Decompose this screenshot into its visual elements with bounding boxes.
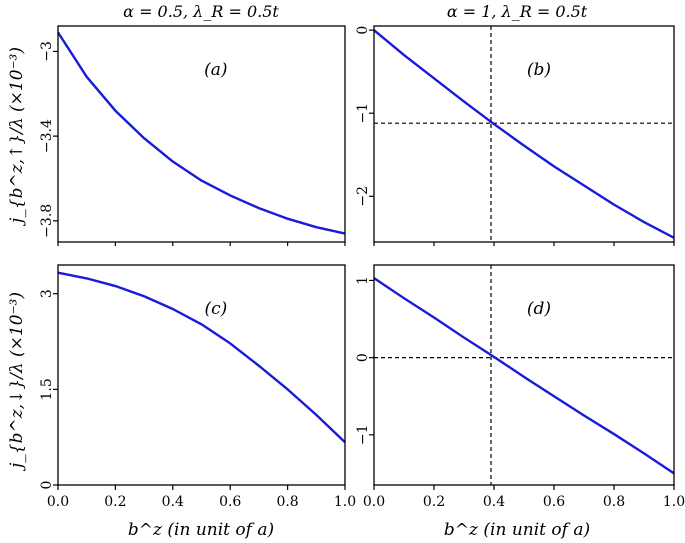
- x-tick-label: 1.0: [663, 494, 685, 510]
- y-tick-label: −2: [355, 186, 371, 207]
- x-tick-label: 0.0: [47, 494, 69, 510]
- y-tick-label: 1: [355, 276, 371, 285]
- y-tick-label: 0: [355, 353, 371, 362]
- panel-d: 1 0 −1 0.0 0.2 0.4 0.6 0.8 1.0 (d): [355, 264, 685, 510]
- axes-frame: [373, 264, 675, 486]
- series-line: [56, 31, 346, 235]
- ylabel-bottom-row: j_{b^z,↓}/λ (×10⁻³): [7, 292, 27, 472]
- ylabel-top-row: j_{b^z,↑}/λ (×10⁻³): [7, 47, 27, 227]
- y-tick-label: 0: [355, 26, 371, 35]
- panel-label-d: (d): [527, 299, 551, 319]
- x-tick-label: 0.4: [162, 494, 184, 510]
- y-tick-label: −3.4: [39, 119, 55, 153]
- panels: −3 −3.4 −3.8 (a) 0 −1 −2 (b) 0 1.5 3 0.0 0.2 0.4 0.6 0.…: [39, 25, 685, 510]
- x-tick-label: 0.4: [483, 494, 505, 510]
- series-line: [373, 277, 675, 475]
- y-tick-label: −3: [39, 41, 55, 62]
- panel-label-c: (c): [204, 299, 227, 319]
- xlabel-right: b^z (in unit of a): [444, 520, 590, 540]
- series-line: [373, 29, 675, 239]
- x-tick-label: 0.6: [219, 494, 241, 510]
- column-title-left: α = 0.5, λ_R = 0.5t: [123, 2, 279, 21]
- x-tick-label: 0.2: [104, 494, 126, 510]
- panel-b: 0 −1 −2 (b): [355, 25, 675, 246]
- y-tick-label: 3: [39, 289, 55, 298]
- x-tick-label: 1.0: [334, 494, 356, 510]
- xlabel-left: b^z (in unit of a): [128, 520, 274, 540]
- series-line: [57, 271, 346, 444]
- y-tick-label: −1: [355, 103, 371, 124]
- panel-label-b: (b): [527, 60, 551, 80]
- axes-frame: [57, 25, 346, 243]
- column-title-right: α = 1, λ_R = 0.5t: [447, 2, 588, 21]
- y-tick-label: −3.8: [39, 204, 55, 238]
- y-tick-label: 1.5: [39, 378, 55, 400]
- axes-frame: [57, 264, 346, 486]
- x-tick-label: 0.2: [423, 494, 445, 510]
- x-tick-label: 0.8: [276, 494, 298, 510]
- x-tick-label: 0.8: [603, 494, 625, 510]
- panel-label-a: (a): [204, 60, 227, 80]
- y-tick-label: 0: [39, 481, 55, 490]
- axes-frame: [373, 25, 675, 243]
- panel-a: −3 −3.4 −3.8 (a): [39, 25, 346, 246]
- x-tick-label: 0.6: [543, 494, 565, 510]
- panel-c: 0 1.5 3 0.0 0.2 0.4 0.6 0.8 1.0 (c): [39, 264, 356, 510]
- y-tick-label: −1: [355, 425, 371, 446]
- x-tick-label: 0.0: [363, 494, 385, 510]
